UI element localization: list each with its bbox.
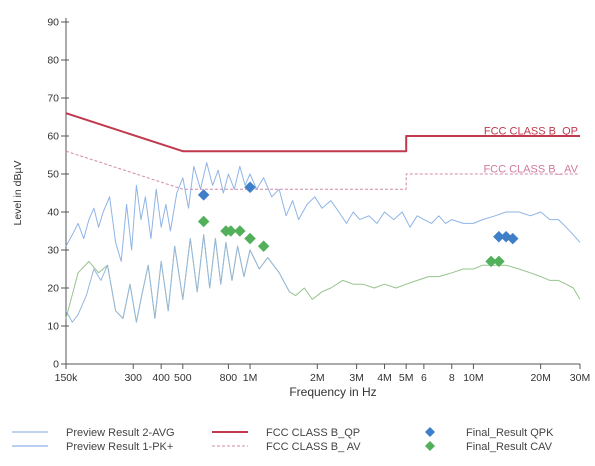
x-axis-label: Frequency in Hz	[289, 385, 376, 399]
legend-label: FCC CLASS B_QP	[266, 427, 360, 439]
x-tick-label: 1M	[243, 372, 258, 384]
x-tick-label: 4M	[377, 372, 392, 384]
final-result-cav-marker	[485, 255, 497, 268]
preview-result-2-avg-upper-band-line	[65, 234, 581, 323]
x-tick-label: 8	[449, 372, 455, 384]
legend-label: Final_Result QPK	[466, 427, 554, 439]
final-result-cav-marker	[197, 215, 210, 228]
y-tick-label: 90	[47, 17, 59, 29]
y-tick-label: 50	[47, 169, 59, 181]
x-tick-label: 20M	[530, 372, 550, 384]
legend-swatch	[425, 427, 435, 437]
final-result-qpk-marker	[197, 189, 210, 201]
fcc-class-b-av-line	[65, 150, 580, 190]
legend-item: Preview Result 2-AVG	[12, 427, 175, 439]
final-result-qpk-marker	[244, 181, 256, 194]
legend-item: Final_Result CAV	[425, 441, 553, 453]
legend-label: Final_Result CAV	[466, 441, 553, 453]
x-tick-label: 500	[174, 372, 192, 384]
final-result-cav-marker	[257, 240, 270, 253]
x-tick-label: 5M	[399, 372, 414, 384]
final-result-cav-marker	[233, 225, 246, 237]
x-tick-label: 30M	[570, 372, 590, 384]
legend-item: FCC CLASS B_ AV	[212, 441, 361, 453]
final-result-cav-marker	[493, 255, 505, 268]
x-tick-label: 3M	[349, 372, 364, 384]
final-result-cav-marker	[244, 232, 256, 245]
y-tick-label: 40	[47, 207, 59, 219]
legend-item: Final_Result QPK	[425, 427, 554, 439]
x-tick-label: 2M	[310, 372, 325, 384]
y-tick-label: 10	[47, 321, 59, 333]
y-axis-label: Level in dBµV	[12, 160, 24, 225]
x-tick-label: 300	[124, 372, 142, 384]
y-tick-label: 80	[47, 55, 59, 67]
x-tick-label: 800	[220, 372, 238, 384]
legend-label: FCC CLASS B_ AV	[266, 441, 361, 453]
final-result-qpk-marker	[506, 232, 519, 245]
limit-annotation: FCC CLASS B_ AV	[483, 163, 578, 175]
y-tick-label: 30	[47, 245, 59, 257]
y-tick-label: 0	[53, 359, 59, 371]
x-tick-label: 150k	[55, 372, 79, 384]
legend-label: Preview Result 1-PK+	[66, 441, 173, 453]
y-tick-label: 60	[47, 131, 59, 143]
x-tick-label: 10M	[463, 372, 483, 384]
final-result-cav-marker	[224, 225, 237, 237]
preview-result-2-avg-line	[65, 234, 290, 323]
legend-label: Preview Result 2-AVG	[66, 427, 175, 439]
legend-item: Preview Result 1-PK+	[12, 441, 173, 453]
legend-swatch	[425, 441, 435, 451]
y-tick-label: 20	[47, 283, 59, 295]
limit-annotation: FCC CLASS B_QP	[484, 125, 578, 137]
y-tick-label: 70	[47, 93, 59, 105]
x-tick-label: 400	[152, 372, 170, 384]
fcc-class-b-qp-line	[65, 112, 580, 153]
legend-item: FCC CLASS B_QP	[212, 427, 360, 439]
x-tick-label: 6	[421, 372, 427, 384]
preview-result-1-pk-line	[65, 162, 581, 262]
